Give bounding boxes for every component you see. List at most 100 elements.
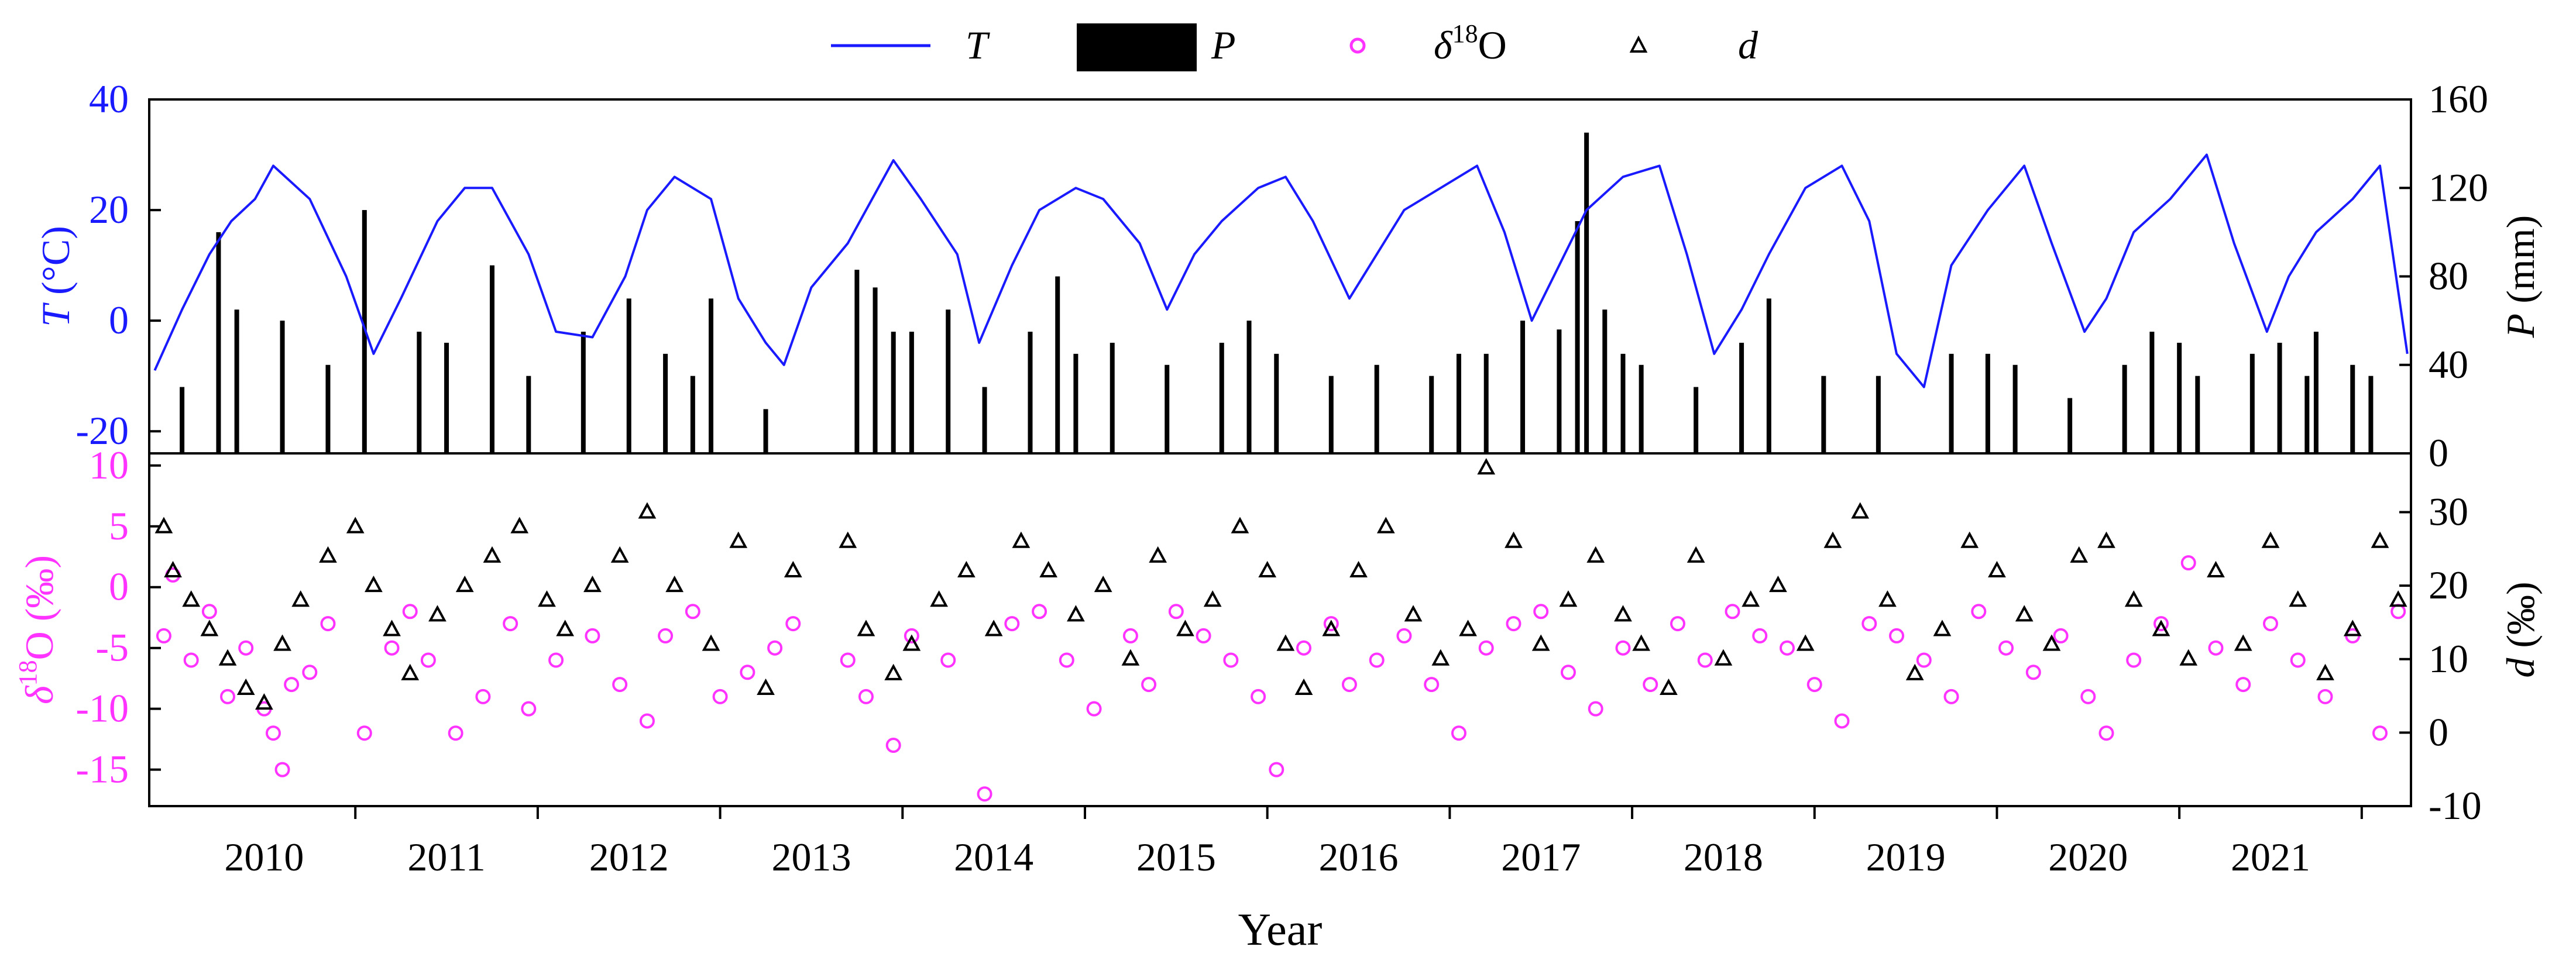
- top-right-tick-label: 0: [2429, 431, 2448, 475]
- precip-bar: [2195, 376, 2200, 453]
- x-tick-label: 2020: [2048, 835, 2128, 879]
- precip-bar: [891, 332, 896, 453]
- d18o-point: [858, 689, 874, 704]
- d18o-point: [767, 640, 783, 656]
- d-point: [1988, 560, 2006, 577]
- d18o-point: [2053, 628, 2069, 643]
- x-axis-label: Year: [1238, 904, 1323, 955]
- d18o-point: [1943, 689, 1959, 704]
- d18o-point: [1168, 604, 1184, 619]
- d18o-point: [448, 725, 463, 741]
- d-point: [1231, 517, 1249, 534]
- d-point: [1459, 619, 1477, 636]
- d18o-point: [1323, 616, 1339, 632]
- d18o-point: [2235, 677, 2251, 693]
- d-point: [1121, 649, 1140, 666]
- bottom-left-tick-label: -5: [95, 625, 129, 670]
- precip-bar: [1949, 353, 1954, 453]
- d18o-point: [1506, 616, 1521, 632]
- d-point: [757, 678, 775, 695]
- precip-bar: [489, 265, 494, 453]
- d-point: [236, 678, 255, 695]
- precip-bar: [1165, 364, 1170, 453]
- d-point: [1531, 634, 1550, 651]
- temperature-line: [153, 153, 2409, 388]
- x-tick-label: 2011: [407, 835, 485, 879]
- d18o-point: [201, 604, 217, 619]
- x-tick-label: 2016: [1319, 835, 1399, 879]
- d18o-point: [1059, 652, 1074, 668]
- d18o-point: [475, 689, 491, 704]
- precip-bar: [1821, 376, 1826, 453]
- precip-bar: [581, 332, 586, 453]
- precip-bar: [1876, 376, 1881, 453]
- d-point: [273, 634, 291, 651]
- d-point: [583, 575, 602, 593]
- d-point: [1769, 575, 1787, 593]
- d18o-point: [1697, 652, 1713, 668]
- bottom-right-tick-label: 0: [2429, 710, 2448, 754]
- d18o-point: [503, 616, 518, 632]
- d18o-point: [156, 628, 171, 643]
- precip-bar: [1028, 332, 1033, 453]
- d-point: [2070, 546, 2089, 563]
- precip-bar: [2122, 364, 2127, 453]
- d18o-point: [1196, 628, 1211, 643]
- precip-bar: [2067, 398, 2073, 453]
- d18o-point: [1806, 677, 1822, 693]
- d-point: [957, 560, 976, 577]
- d-point: [984, 619, 1003, 636]
- d18o-point: [612, 677, 628, 693]
- precip-bar: [1274, 353, 1279, 453]
- precip-bar: [2277, 342, 2282, 453]
- d-point: [1258, 560, 1277, 577]
- bottom-left-tick-label: 5: [109, 504, 129, 548]
- d-point: [839, 531, 857, 548]
- d-point: [1614, 605, 1632, 622]
- d18o-point: [712, 689, 728, 704]
- precip-bar: [325, 364, 331, 453]
- d18o-point: [1752, 628, 1768, 643]
- top-left-tick-label: 0: [109, 298, 129, 342]
- top-right-axis-label: P (mm): [2498, 215, 2543, 339]
- x-tick-label: 2018: [1684, 835, 1763, 879]
- d18o-point: [1889, 628, 1905, 643]
- d18o-point: [685, 604, 700, 619]
- d-point: [383, 619, 401, 636]
- d-point: [784, 560, 802, 577]
- legend-item-p: P: [1077, 23, 1236, 71]
- precip-bar: [280, 321, 285, 453]
- x-tick-label: 2021: [2231, 835, 2310, 879]
- d-point: [538, 590, 556, 607]
- d18o-point: [2025, 665, 2041, 680]
- legend-item-d18o: δ18O: [1349, 19, 1507, 67]
- d18o-point: [238, 640, 254, 656]
- d18o-point: [1369, 652, 1385, 668]
- d18o-point: [356, 725, 372, 741]
- d18o-point: [1032, 604, 1047, 619]
- top-right-tick-label: 120: [2429, 165, 2488, 209]
- bottom-left-tick-label: 10: [89, 443, 129, 487]
- d18o-point: [904, 628, 919, 643]
- d-point: [1404, 605, 1423, 622]
- d-point: [2097, 531, 2115, 548]
- d-point: [1796, 634, 1815, 651]
- precip-bar: [1429, 376, 1434, 453]
- d-point: [902, 634, 921, 651]
- d-point: [182, 590, 201, 607]
- d18o-point: [2098, 725, 2114, 741]
- d18o-point: [840, 652, 856, 668]
- precip-bar: [873, 287, 878, 453]
- precip-bar: [1110, 342, 1115, 453]
- d18o-point: [2372, 725, 2388, 741]
- d18o-point: [1916, 652, 1932, 668]
- x-tick-label: 2014: [954, 835, 1033, 879]
- bottom-left-tick-label: -10: [75, 686, 129, 731]
- top-left-tick-label: 40: [89, 77, 129, 121]
- x-tick-label: 2010: [224, 835, 304, 879]
- d18o-point: [548, 652, 564, 668]
- d-point: [218, 649, 237, 666]
- d18o-point: [1780, 640, 1795, 656]
- d-point: [2207, 560, 2225, 577]
